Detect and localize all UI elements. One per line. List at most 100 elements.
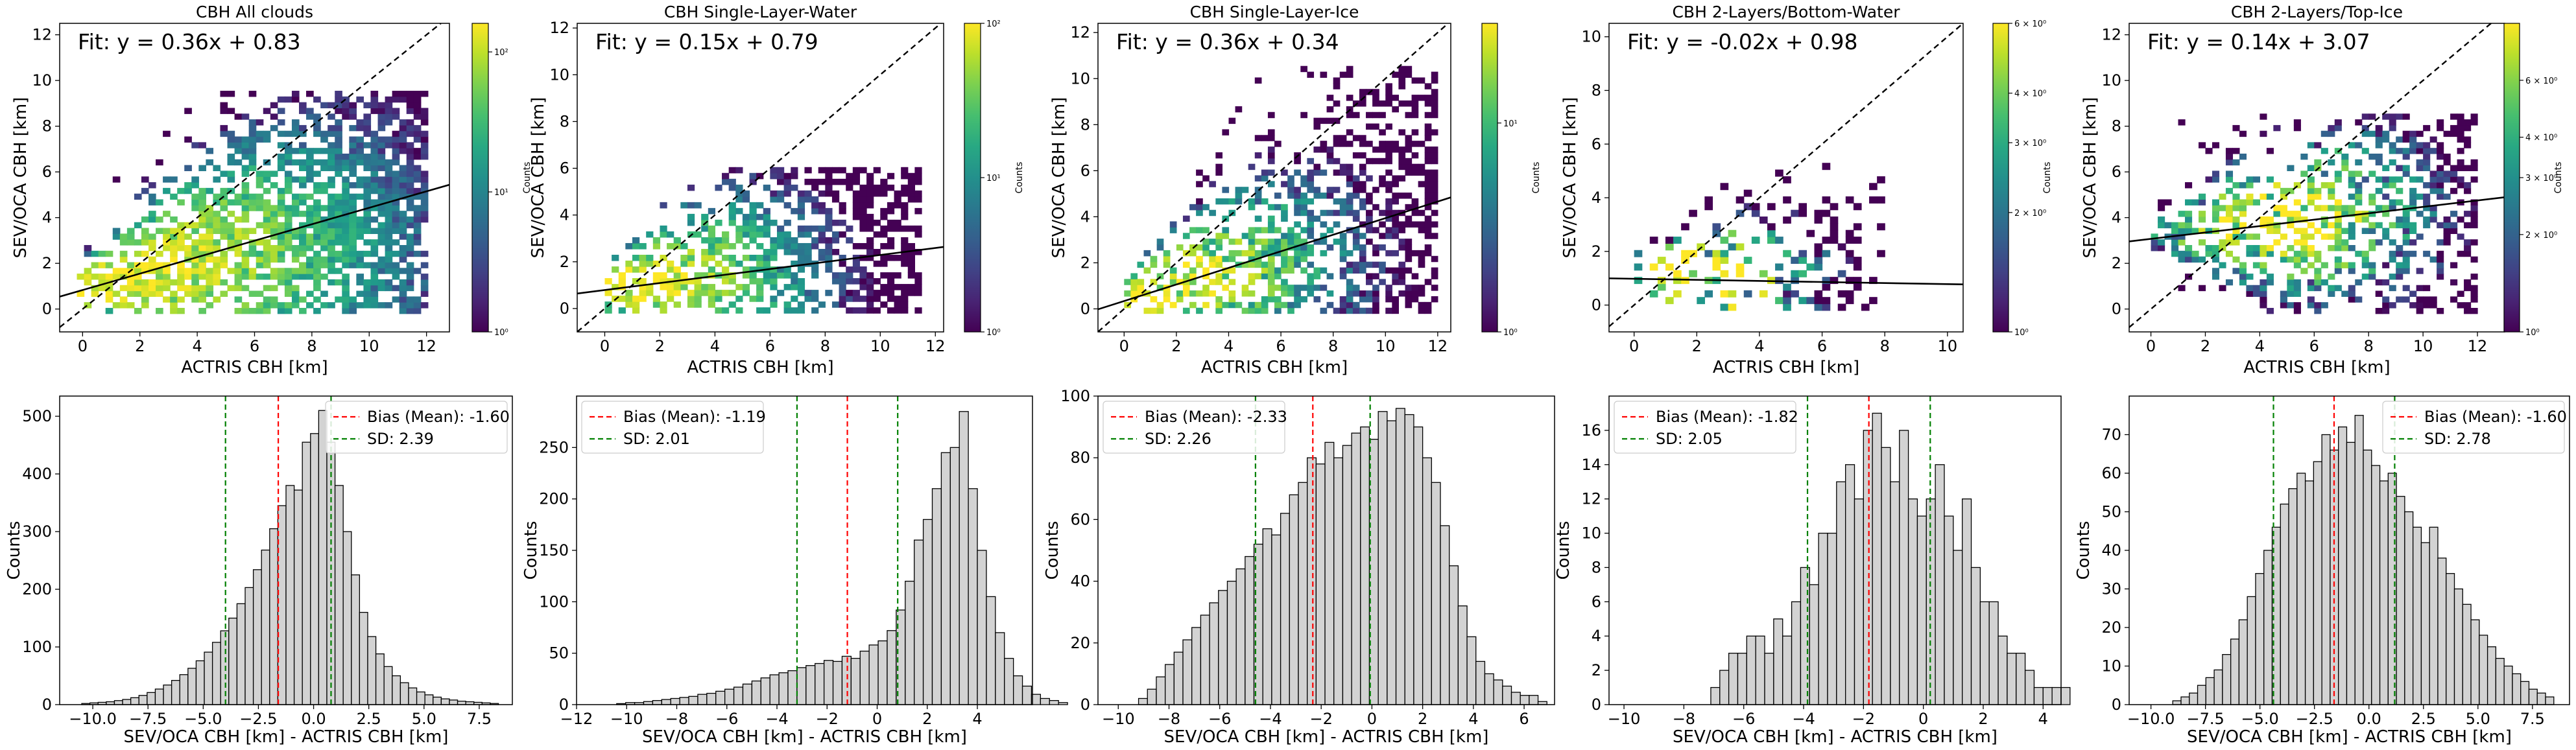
hist2d-cell [2423,222,2431,229]
hist2d-cell [804,190,812,197]
hist2d-cell [248,268,257,274]
hist2d-cell [1405,193,1413,199]
hist2d-cell [1313,215,1321,222]
hist2d-cell [320,245,328,252]
hist2d-cell [420,193,429,200]
hist2d-cell [399,290,407,297]
hist2d-cell [2232,159,2240,166]
hist2d-cell [2246,233,2254,240]
hist2d-cell [1209,290,1216,297]
hist2d-cell [818,202,826,209]
y-tick-label: 8 [560,112,569,130]
hist2d-cell [2191,256,2199,263]
hist2d-cell [1424,279,1432,285]
hist2d-cell [1814,257,1823,264]
hist2d-cell [2273,205,2281,211]
hist2d-cell [859,213,867,220]
histogram-bar [868,644,879,705]
hist2d-cell [284,274,292,280]
hist2d-cell [1294,290,1301,297]
hist2d-cell [385,108,393,114]
hist2d-cell [1287,233,1294,239]
hist2d-cell [2464,182,2472,189]
hist2d-cell [1398,129,1406,135]
hist2d-cell [2178,211,2186,217]
hist2d-cell [2260,279,2267,286]
hist2d-cell [708,290,716,296]
hist2d-cell [1411,221,1419,228]
x-axis-label: SEV/OCA CBH [km] - ACTRIS CBH [km] [642,727,967,747]
hist2d-cell [708,225,716,232]
hist2d-cell [880,184,888,191]
hist2d-cell [213,199,221,205]
hist2d-cell [2437,222,2444,229]
hist2d-cell [227,136,235,143]
hist2d-cell [1248,255,1256,263]
hist2d-cell [2375,205,2383,211]
hist2d-cell [2219,285,2226,292]
hist2d-cell [270,182,278,189]
x-tick-label: 10 [870,337,890,355]
hist2d-cell [220,233,228,240]
hist2d-cell [1424,135,1432,141]
hist2d-cell [1398,175,1406,182]
hist2d-cell [420,211,429,217]
x-tick-label: 8 [2364,337,2374,355]
hist2d-cell [227,108,235,114]
hist2d-cell [2402,148,2410,154]
hist2d-cell [392,153,400,160]
colorbar-tick-label: 10¹ [494,188,508,198]
hist2d-cell [1300,193,1307,199]
y-tick-label: 12 [2101,26,2121,44]
hist2d-cell [1274,244,1282,251]
hist2d-cell [839,284,846,290]
hist2d-cell [708,231,716,238]
hist2d-cell [2355,159,2363,166]
hist2d-cell [291,302,300,309]
hist2d-cell [831,237,840,244]
one-to-one-line [577,23,942,332]
hist2d-cell [198,296,206,303]
hist2d-cell [1333,198,1341,205]
histogram-bar [2503,665,2513,705]
hist2d-cell [1320,239,1328,245]
hist2d-cell [680,272,688,279]
histogram-bar [1377,411,1388,705]
hist2d-cell [298,102,307,109]
hist2d-cell [1294,285,1301,291]
hist2d-cell [2260,290,2267,297]
y-tick-label: 12 [32,26,52,44]
hist2d-cell [1634,277,1643,285]
hist2d-cell [406,148,414,154]
hist2d-cell [1411,296,1419,303]
hist2d-cell [1320,71,1328,78]
hist2d-cell [1424,181,1432,187]
hist2d-cell [791,248,798,255]
histogram-bar [751,680,761,705]
hist2d-cell [328,250,335,257]
hist2d-cell [756,255,764,261]
hist2d-cell [1339,250,1347,257]
hist2d-cell [1379,129,1386,135]
hist2d-cell [284,290,292,297]
hist2d-cell [2470,256,2478,263]
hist2d-cell [163,228,171,234]
hist2d-cell [256,262,264,268]
x-tick-label: 10 [359,337,379,355]
hist2d-cell [1720,183,1729,191]
hist2d-cell [1418,250,1425,257]
hist2d-cell [377,222,386,229]
hist2d-cell [392,268,400,274]
hist2d-cell [1228,117,1236,124]
hist2d-cell [907,184,915,191]
hist2d-cell [392,211,400,217]
hist2d-cell [420,170,429,177]
hist2d-cell [797,255,805,261]
hist2d-cell [852,213,861,220]
y-tick-label: 50 [2101,503,2121,521]
hist2d-cell [2287,165,2295,172]
hist2d-cell [1405,215,1413,222]
x-tick-label: 4 [192,337,202,355]
hist2d-cell [791,272,798,279]
hist2d-cell [2273,211,2281,217]
